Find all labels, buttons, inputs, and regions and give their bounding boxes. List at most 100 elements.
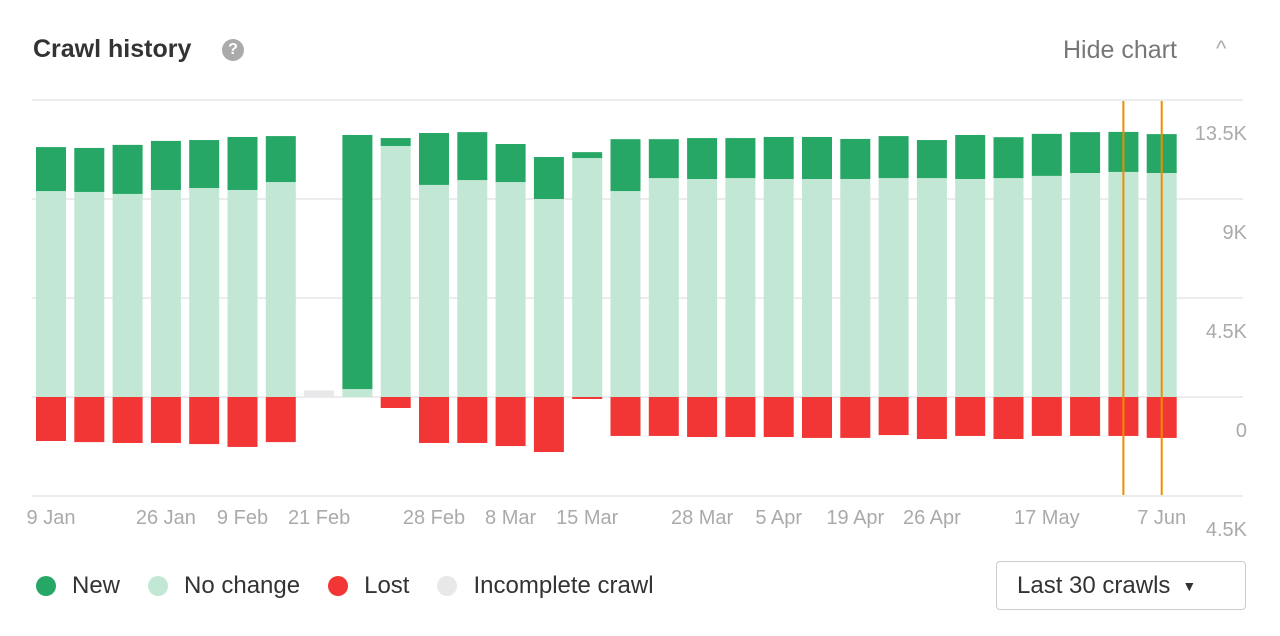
bar-new	[725, 138, 756, 179]
crawl-history-chart: 13.5K 9K 4.5K 0 4.5K 9 Jan 26 Jan 9 Feb 21 Feb 28…	[27, 99, 1248, 540]
x-tick-label: 8 Mar	[485, 507, 536, 529]
bar-no-change	[1070, 173, 1101, 397]
bar-no-change	[533, 199, 564, 397]
bar-no-change	[112, 193, 143, 397]
bar-no-change	[993, 178, 1024, 397]
bar-lost	[763, 397, 794, 438]
bar-lost	[189, 397, 220, 445]
bar-no-change	[419, 184, 449, 397]
bar-lost	[687, 397, 718, 438]
bar-no-change	[150, 189, 181, 397]
range-select[interactable]: Last 30 crawls ▼	[996, 561, 1246, 610]
bar-lost	[955, 397, 986, 436]
bar-new	[457, 132, 488, 181]
x-tick-label: 9 Jan	[27, 507, 76, 529]
bar-no-change	[227, 189, 258, 397]
bar-new	[648, 139, 679, 179]
legend-item-new[interactable]: New	[36, 572, 120, 600]
bar-lost	[725, 397, 756, 438]
legend-dot	[328, 576, 349, 596]
legend-item-incomplete[interactable]: Incomplete crawl	[437, 572, 654, 600]
x-tick-label: 26 Apr	[903, 507, 961, 529]
bar-lost	[533, 397, 564, 452]
x-tick-label: 9 Feb	[217, 507, 268, 529]
y-tick-label: 9K	[1223, 222, 1248, 244]
bar-lost	[993, 397, 1024, 440]
bar-new	[112, 144, 143, 194]
bar-no-change	[457, 180, 488, 397]
bar-no-change	[189, 188, 220, 397]
bar-lost	[916, 397, 947, 440]
legend-item-no-change[interactable]: No change	[148, 572, 300, 600]
bar-new	[189, 140, 220, 188]
legend-dot	[36, 576, 56, 596]
bar-new	[1031, 133, 1062, 176]
bar-no-change	[955, 178, 986, 397]
bar-new	[495, 144, 526, 183]
x-tick-label: 21 Feb	[288, 507, 350, 529]
y-tick-label: 0	[1236, 420, 1247, 442]
legend: New No change Lost Incomplete crawl	[36, 572, 682, 600]
bar-no-change	[878, 178, 909, 397]
bar-lost	[1031, 397, 1062, 436]
bar-no-change	[380, 145, 411, 397]
bar-lost	[495, 397, 526, 447]
bar-lost	[610, 397, 641, 436]
legend-item-lost[interactable]: Lost	[328, 572, 409, 600]
bar-lost	[112, 397, 143, 443]
bar-no-change	[495, 182, 526, 397]
bar-new	[840, 138, 871, 179]
hide-chart-button[interactable]: Hide chart	[1063, 36, 1177, 64]
x-tick-label: 17 May	[1014, 507, 1080, 529]
bar-lost	[227, 397, 258, 447]
bar-lost	[572, 397, 603, 399]
bar-lost	[380, 397, 411, 408]
legend-label: Lost	[364, 572, 410, 599]
bar-new	[802, 136, 832, 179]
bar-no-change	[763, 178, 794, 397]
bar-new	[610, 139, 641, 192]
bar-lost	[840, 397, 871, 438]
bar-new	[36, 147, 66, 192]
bar-no-change	[265, 182, 296, 397]
bar-new	[916, 140, 947, 179]
question-circle-icon[interactable]: ?	[222, 39, 244, 61]
legend-dot	[148, 576, 169, 596]
bar-lost	[150, 397, 181, 443]
bar-new	[1070, 132, 1101, 174]
bar-new	[342, 134, 373, 390]
bar-lost	[1070, 397, 1101, 436]
y-tick-label: 4.5K	[1206, 321, 1248, 343]
bar-new	[150, 140, 181, 190]
bar-new	[687, 138, 718, 179]
bar-new	[533, 156, 564, 199]
bar-new	[955, 134, 986, 179]
y-tick-label: 13.5K	[1195, 123, 1248, 145]
bar-no-change	[342, 389, 373, 397]
legend-label: No change	[184, 572, 301, 599]
bar-no-change	[572, 158, 603, 397]
x-tick-label: 19 Apr	[826, 507, 884, 529]
bar-lost	[74, 397, 105, 443]
bar-lost	[457, 397, 488, 443]
bar-new	[74, 147, 105, 192]
bar-no-change	[1031, 175, 1062, 397]
legend-dot	[437, 576, 458, 596]
bar-new	[265, 136, 296, 183]
chevron-up-icon[interactable]: ^	[1216, 36, 1227, 61]
y-tick-label: 4.5K	[1206, 519, 1248, 540]
bar-lost	[419, 397, 449, 443]
bar-lost	[648, 397, 679, 436]
x-tick-label: 7 Jun	[1137, 507, 1186, 529]
legend-label: Incomplete crawl	[473, 572, 654, 599]
bar-new	[993, 137, 1024, 179]
x-tick-label: 15 Mar	[556, 507, 619, 529]
bar-new	[227, 136, 258, 190]
range-select-value: Last 30 crawls	[1017, 571, 1171, 599]
bar-incomplete	[304, 390, 335, 397]
bar-no-change	[610, 191, 641, 397]
x-tick-label: 26 Jan	[136, 507, 196, 529]
bar-no-change	[687, 178, 718, 397]
x-tick-label: 5 Apr	[755, 507, 802, 529]
bar-new	[763, 136, 794, 179]
